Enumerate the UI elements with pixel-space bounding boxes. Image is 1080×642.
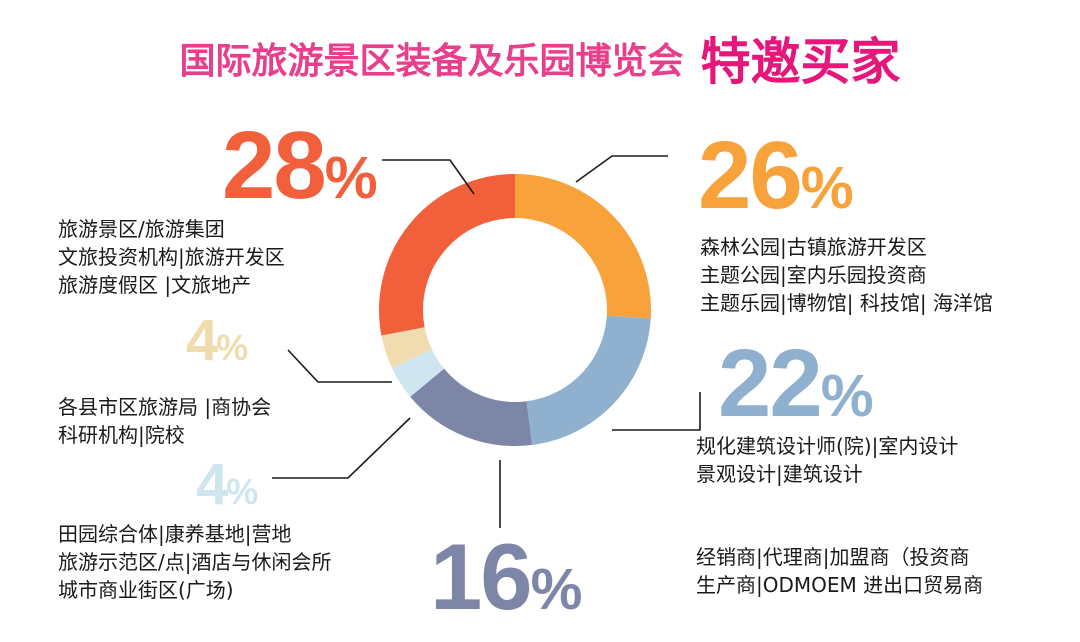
leader-line [575,155,668,183]
desc-4-blue: 田园综合体|康养基地|营地旅游示范区/点|酒店与休闲会所 城市商业街区(广场) [58,520,331,604]
leader-line [612,392,701,431]
pct-sign: % [820,362,874,429]
desc-26: 森林公园|古镇旅游开发区 主题公园|室内乐园投资商主题乐园|博物馆| 科技馆| 海… [700,233,993,317]
pct-label-16: 16% [430,530,583,624]
pct-sign: % [226,471,258,512]
pct-sign: % [530,557,583,622]
chart-title: 国际旅游景区装备及乐园博览会 特邀买家 [0,22,1080,94]
desc-line: 科研机构|院校 [58,423,185,447]
desc-line: 经销商|代理商|加盟商（投资商 [696,545,970,569]
pct-number: 4 [186,308,218,373]
pct-sign: % [324,144,378,211]
donut-slice [381,326,433,368]
leader-line [382,159,475,195]
pct-number: 22 [718,330,823,437]
pct-label-4-cream: 4% [186,312,248,370]
desc-line: 景观设计|建筑设计 [696,462,863,486]
desc-line: 生产商|ODMOEM 进出口贸易商 [696,573,984,597]
pct-label-28: 28% [222,118,378,214]
leader-line [272,417,411,479]
pct-number: 26 [698,122,803,229]
desc-line: 旅游景区/旅游集团 [58,217,225,241]
pct-sign: % [800,154,854,221]
pct-label-4-blue: 4% [196,456,258,514]
desc-4-cream: 各县市区旅游局 |商协会 科研机构|院校 [58,393,271,449]
pct-number: 16 [430,524,533,629]
desc-line: 旅游示范区/点|酒店与休闲会所 [58,550,332,574]
desc-line: 旅游度假区 |文旅地产 [58,273,252,297]
desc-line: 各县市区旅游局 |商协会 [58,395,272,419]
desc-16: 经销商|代理商|加盟商（投资商 生产商|ODMOEM 进出口贸易商 [696,543,983,599]
pct-label-26: 26% [698,128,854,224]
desc-line: 主题公园|室内乐园投资商 [700,263,927,287]
desc-line: 文旅投资机构|旅游开发区 [58,245,285,269]
desc-line: 规化建筑设计师(院)|室内设计 [696,434,959,458]
title-accent: 特邀买家 [700,33,901,91]
desc-28: 旅游景区/旅游集团文旅投资机构|旅游开发区 旅游度假区 |文旅地产 [58,215,285,299]
desc-line: 主题乐园|博物馆| 科技馆| 海洋馆 [700,291,993,315]
leader-line [287,349,392,383]
title-main: 国际旅游景区装备及乐园博览会 [179,41,684,82]
donut-slice [525,315,651,445]
desc-line: 城市商业街区(广场) [58,578,234,602]
pct-label-22: 22% [718,336,874,432]
donut-slice [410,368,533,446]
desc-line: 田园综合体|康养基地|营地 [58,522,292,546]
pct-number: 4 [196,452,228,517]
donut-slice [391,348,445,397]
pct-number: 28 [222,112,327,219]
desc-22: 规化建筑设计师(院)|室内设计 景观设计|建筑设计 [696,432,958,488]
pct-sign: % [216,327,248,368]
donut-slice [379,174,516,336]
desc-line: 森林公园|古镇旅游开发区 [700,235,927,259]
donut-slice [514,174,651,319]
